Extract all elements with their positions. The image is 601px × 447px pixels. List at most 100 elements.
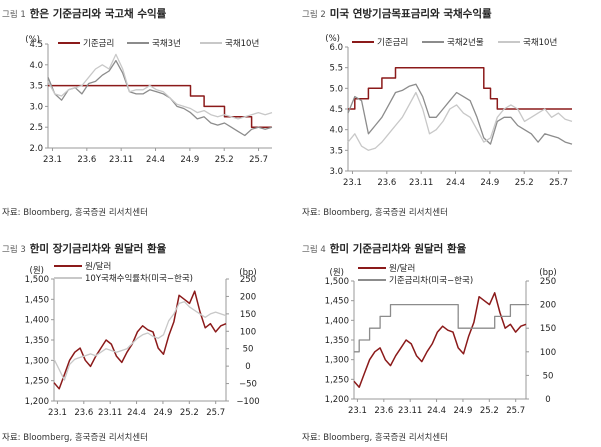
y-tick-label: 4.5 [329, 105, 343, 115]
legend-label: 기준금리 [83, 39, 114, 49]
y-tick-label: 1,200 [325, 395, 349, 405]
panel-4-header: 그림 4 한미 기준금리차와 원달러 환율 [302, 241, 466, 256]
series-line [47, 59, 273, 137]
x-tick-label: 23.6 [374, 406, 393, 416]
x-tick-label: 23.11 [98, 408, 122, 418]
y-tick-label: 1,450 [325, 297, 349, 307]
y-tick-label: 2.0 [29, 144, 43, 154]
series-line [48, 84, 272, 128]
y-tick-label: 1,450 [25, 295, 49, 305]
chart-title: 한미 장기금리차와 원달러 환율 [29, 243, 167, 255]
x-tick-label: 25.7 [549, 178, 568, 188]
series-line [347, 83, 573, 145]
y-tick-label: 1,300 [25, 356, 49, 366]
y-tick-label: 1,500 [325, 277, 349, 287]
series-line [53, 301, 227, 381]
panel-1-header: 그림 1 한은 기준금리와 국고채 수익률 [2, 6, 166, 21]
legend-label: 기준금리차(미국−한국) [389, 276, 473, 286]
y-tick-label: 1,400 [325, 316, 349, 326]
x-tick-label: 23.1 [348, 406, 367, 416]
y2-tick-label: 0 [545, 395, 550, 405]
y2-tick-label: −50 [239, 380, 257, 390]
y-tick-label: 5.5 [329, 64, 343, 74]
y2-tick-label: 0 [245, 362, 250, 372]
y-axis-label: (%) [25, 35, 40, 45]
figure-number: 그림 2 [302, 10, 326, 20]
x-tick-label: 25.2 [480, 406, 499, 416]
y2-tick-label: 50 [543, 371, 554, 381]
y-tick-label: 4.5 [29, 40, 43, 50]
x-tick-label: 23.6 [74, 408, 93, 418]
y-tick-label: 6.0 [329, 43, 343, 53]
chart-3: 1,200 1,250 1,300 1,350 1,400 1,450 1,500(원) −1… [25, 261, 260, 418]
source-note: 자료: Bloomberg, 흥국증권 리서치센터 [302, 433, 448, 443]
y2-tick-label: −100 [236, 397, 259, 407]
y2-axis-label: (bp) [239, 268, 256, 278]
y-tick-label: 1,400 [25, 316, 49, 326]
source-note: 자료: Bloomberg, 흥국증권 리서치센터 [302, 208, 448, 218]
panel-2: 그림 2 미국 연방기금목표금리와 국채수익률 3.0 3.5 4.0 4.5 5.0 5.… [300, 0, 600, 223]
legend-label: 10Y국채수익률차(미국−한국) [85, 273, 193, 284]
series-line [347, 91, 573, 151]
y-axis-label: (원) [30, 266, 44, 276]
y2-tick-label: 150 [540, 324, 556, 334]
series-line [47, 53, 273, 120]
y2-tick-label: 150 [240, 310, 256, 320]
x-tick-label: 24.4 [427, 406, 446, 416]
x-tick-label: 24.9 [180, 155, 199, 165]
chart-title: 한은 기준금리와 국고채 수익률 [29, 8, 167, 20]
y-tick-label: 1,250 [325, 375, 349, 385]
y-tick-label: 3.5 [29, 82, 43, 92]
chart-title: 미국 연방기금목표금리와 국채수익률 [329, 8, 492, 20]
y-tick-label: 3.5 [329, 146, 343, 156]
x-tick-label: 23.6 [377, 178, 396, 188]
x-tick-label: 25.7 [206, 408, 225, 418]
series-line [353, 292, 527, 388]
chart-title: 한미 기준금리차와 원달러 환율 [329, 243, 467, 255]
legend-label: 국채2년물 [447, 37, 484, 48]
x-tick-label: 23.11 [398, 406, 422, 416]
y-tick-label: 1,350 [25, 336, 49, 346]
series-line [53, 290, 227, 390]
y-tick-label: 1,300 [325, 356, 349, 366]
x-tick-label: 24.4 [127, 408, 146, 418]
legend-label: 기준금리 [377, 38, 408, 48]
y-tick-label: 1,350 [325, 336, 349, 346]
x-tick-label: 24.4 [146, 155, 165, 165]
y2-tick-label: 200 [540, 301, 556, 311]
legend-label: 국채3년 [152, 38, 181, 49]
panel-1: 그림 1 한은 기준금리와 국고채 수익률 2.0 2.5 3.0 3.5 4.0 4.5(… [0, 0, 300, 223]
legend-label: 국채10년 [523, 37, 557, 48]
y2-tick-label: 100 [240, 327, 256, 337]
x-tick-label: 23.6 [77, 155, 96, 165]
x-tick-label: 23.1 [43, 155, 62, 165]
series-line [348, 66, 572, 110]
x-tick-label: 24.9 [480, 178, 499, 188]
y2-axis-label: (bp) [539, 268, 556, 278]
y-axis-label: (%) [325, 34, 340, 44]
series-line [354, 303, 526, 353]
legend-label: 국채10년 [225, 38, 259, 49]
y2-tick-label: 200 [240, 292, 256, 302]
chart-4: 1,200 1,250 1,300 1,350 1,400 1,450 1,500(원) 0 5… [325, 263, 557, 416]
x-tick-label: 23.1 [48, 408, 67, 418]
panel-3-header: 그림 3 한미 장기금리차와 원달러 환율 [2, 241, 166, 256]
figure-number: 그림 1 [2, 10, 26, 20]
chart-2: 3.0 3.5 4.0 4.5 5.0 5.5 6.0(%) 23.1 23.6 23.11 24.… [325, 34, 573, 188]
y2-tick-label: 50 [243, 345, 254, 355]
panel-2-header: 그림 2 미국 연방기금목표금리와 국채수익률 [302, 6, 492, 21]
figure-number: 그림 4 [302, 245, 326, 255]
x-tick-label: 23.11 [109, 155, 133, 165]
y-tick-label: 1,250 [25, 377, 49, 387]
legend-label: 원/달러 [389, 263, 415, 274]
y-tick-label: 3.0 [329, 167, 343, 177]
panel-3: 그림 3 한미 장기금리차와 원달러 환율 1,200 1,250 1,300 1,35… [0, 223, 300, 446]
x-tick-label: 25.2 [515, 178, 534, 188]
y-tick-label: 3.0 [29, 102, 43, 112]
y-tick-label: 1,500 [25, 275, 49, 285]
x-tick-label: 23.11 [409, 178, 433, 188]
y2-tick-label: 250 [240, 275, 256, 285]
y-tick-label: 5.0 [329, 84, 343, 94]
y-tick-label: 4.0 [29, 61, 43, 71]
x-tick-label: 25.2 [215, 155, 234, 165]
